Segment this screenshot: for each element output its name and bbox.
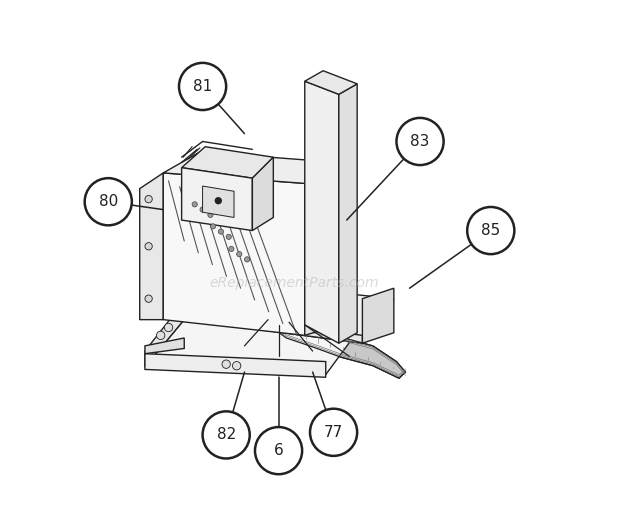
Circle shape — [222, 360, 231, 368]
Circle shape — [203, 411, 250, 458]
Circle shape — [244, 257, 250, 262]
Polygon shape — [163, 152, 339, 183]
Polygon shape — [363, 288, 394, 343]
Polygon shape — [305, 71, 357, 94]
Polygon shape — [268, 317, 405, 378]
Circle shape — [232, 362, 241, 370]
Circle shape — [255, 427, 302, 474]
Text: 85: 85 — [481, 223, 500, 238]
Circle shape — [145, 243, 153, 250]
Circle shape — [164, 323, 173, 332]
Polygon shape — [140, 233, 182, 259]
Circle shape — [179, 63, 226, 110]
Polygon shape — [305, 81, 339, 343]
Circle shape — [85, 178, 132, 225]
Text: 81: 81 — [193, 79, 212, 94]
Polygon shape — [140, 270, 182, 296]
Circle shape — [156, 331, 165, 340]
Polygon shape — [182, 168, 252, 231]
Polygon shape — [145, 338, 184, 354]
Text: eReplacementParts.com: eReplacementParts.com — [210, 276, 379, 290]
Polygon shape — [184, 312, 363, 343]
Text: 82: 82 — [216, 428, 236, 442]
Polygon shape — [305, 162, 339, 335]
Polygon shape — [252, 157, 273, 231]
Polygon shape — [140, 252, 182, 278]
Circle shape — [467, 207, 515, 254]
Circle shape — [229, 246, 234, 252]
Circle shape — [218, 229, 224, 234]
Circle shape — [210, 224, 216, 229]
Text: 77: 77 — [324, 425, 343, 440]
Polygon shape — [140, 215, 182, 241]
Polygon shape — [145, 301, 184, 367]
Polygon shape — [203, 186, 234, 217]
Circle shape — [215, 197, 222, 204]
Polygon shape — [145, 354, 326, 377]
Polygon shape — [140, 288, 182, 320]
Polygon shape — [140, 173, 163, 320]
Circle shape — [396, 118, 444, 165]
Circle shape — [237, 252, 242, 257]
Polygon shape — [145, 320, 363, 375]
Circle shape — [145, 195, 153, 203]
Circle shape — [226, 234, 231, 239]
Circle shape — [145, 295, 153, 302]
Polygon shape — [184, 280, 394, 343]
Circle shape — [200, 207, 205, 212]
Circle shape — [192, 202, 197, 207]
Polygon shape — [182, 147, 273, 178]
Circle shape — [310, 409, 357, 456]
Polygon shape — [339, 84, 357, 343]
Circle shape — [208, 212, 213, 217]
Text: 83: 83 — [410, 134, 430, 149]
Text: 6: 6 — [273, 443, 283, 458]
Polygon shape — [163, 173, 305, 335]
Text: 80: 80 — [99, 194, 118, 209]
